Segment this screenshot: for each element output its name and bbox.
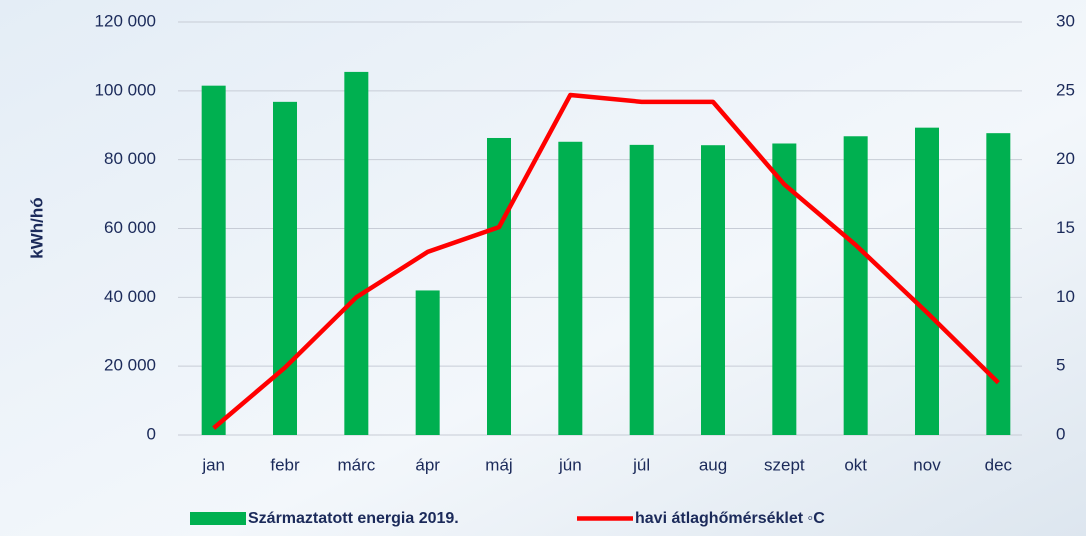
x-tick-label: dec	[985, 455, 1013, 474]
line	[212, 92, 1000, 430]
y2-tick-label: 5	[1056, 356, 1065, 375]
bar	[273, 101, 297, 435]
x-tick-label: ápr	[415, 455, 440, 474]
y2-tick-label: 30	[1056, 11, 1075, 30]
y-tick-label: 120 000	[95, 11, 156, 30]
x-tick-label: okt	[844, 455, 867, 474]
x-tick-label: máj	[485, 455, 512, 474]
bar	[415, 290, 440, 435]
legend-swatch	[190, 512, 246, 525]
x-tick-label: aug	[699, 455, 727, 474]
x-tick-label: nov	[913, 455, 941, 474]
y2-tick-label: 0	[1056, 424, 1065, 443]
bar	[201, 85, 226, 435]
y2-tick-label: 25	[1056, 80, 1075, 99]
bar	[701, 145, 725, 435]
bar	[915, 127, 939, 435]
x-tick-label: jan	[201, 455, 225, 474]
bar	[558, 141, 583, 435]
bar	[986, 133, 1011, 435]
x-tick-label: szept	[764, 455, 805, 474]
y-tick-label: 20 000	[104, 356, 156, 375]
bar	[487, 137, 511, 435]
bar	[843, 136, 868, 435]
bar	[344, 71, 369, 435]
y-tick-label: 0	[147, 424, 156, 443]
x-tick-label: márc	[337, 455, 375, 474]
x-tick-label: febr	[270, 455, 300, 474]
legend-label: Származtatott energia 2019.	[248, 510, 459, 527]
bar	[629, 144, 654, 435]
legend-label: havi átlaghőmérséklet ◦C	[635, 510, 825, 527]
y-axis-label: kWh/hó	[27, 197, 46, 258]
x-tick-label: júl	[632, 455, 650, 474]
x-tick-label: jún	[558, 455, 582, 474]
y-tick-label: 60 000	[104, 218, 156, 237]
y2-tick-label: 20	[1056, 149, 1075, 168]
y2-tick-label: 10	[1056, 287, 1075, 306]
y2-tick-label: 15	[1056, 218, 1075, 237]
y-tick-label: 80 000	[104, 149, 156, 168]
y-tick-label: 40 000	[104, 287, 156, 306]
y-tick-label: 100 000	[95, 80, 156, 99]
